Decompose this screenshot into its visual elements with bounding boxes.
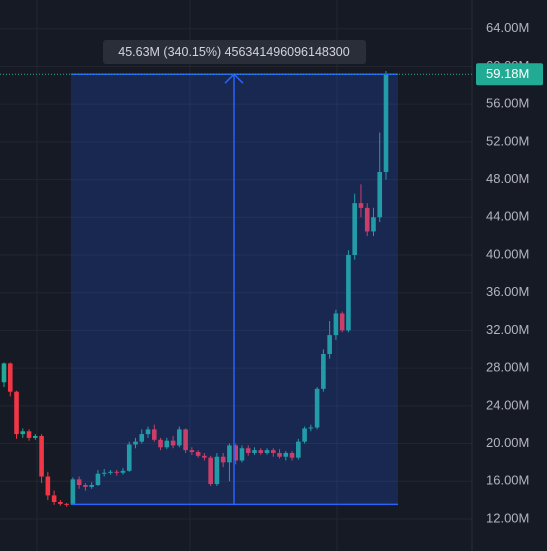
- candle-body: [64, 503, 69, 505]
- candle-body: [114, 471, 120, 473]
- candle-body: [195, 452, 201, 456]
- candle-body: [364, 207, 370, 232]
- candle-body: [183, 429, 188, 451]
- candle-body: [39, 435, 44, 477]
- y-tick-label: 16.00M: [486, 473, 529, 488]
- candle-body: [308, 427, 314, 429]
- candle-body: [126, 444, 132, 471]
- last-price-tag: [476, 63, 543, 86]
- y-tick-label: 56.00M: [486, 96, 529, 111]
- candle-body: [233, 445, 239, 461]
- candle-body: [70, 479, 76, 505]
- candle-body: [270, 450, 276, 453]
- candle-body: [296, 441, 301, 458]
- y-tick-label: 52.00M: [486, 133, 529, 148]
- candle-body: [120, 470, 126, 473]
- y-tick-label: 36.00M: [486, 284, 529, 299]
- price-axis: 12.00M 16.00M 20.00M 24.00M 28.00M 32.00M 36.0…: [476, 20, 543, 525]
- candle-body: [333, 313, 339, 336]
- candle-body: [302, 428, 307, 442]
- measure-label: 45.63M (340.15%) 456341496096148300: [118, 45, 349, 59]
- candle-body: [151, 429, 157, 440]
- candle-body: [26, 431, 32, 438]
- candle-body: [358, 203, 364, 208]
- candle-body: [245, 448, 251, 453]
- candle-body: [258, 450, 264, 453]
- candle-body: [20, 431, 26, 435]
- candle-body: [377, 172, 383, 218]
- candle-body: [352, 203, 357, 255]
- candle-body: [51, 495, 57, 502]
- candle-body: [189, 450, 195, 453]
- candle-body: [45, 476, 51, 496]
- candle-body: [220, 456, 226, 463]
- candle-body: [202, 455, 207, 458]
- candle-body: [95, 473, 101, 486]
- candle-body: [283, 452, 289, 457]
- y-tick-label: 20.00M: [486, 435, 529, 450]
- y-tick-label: 44.00M: [486, 209, 529, 224]
- candle-body: [339, 313, 345, 331]
- candle-body: [108, 471, 113, 473]
- candle-body: [383, 74, 389, 173]
- candle-body: [252, 450, 257, 453]
- candle-body: [14, 391, 19, 435]
- candle-body: [83, 485, 88, 487]
- y-tick-label: 28.00M: [486, 360, 529, 375]
- candle-body: [371, 217, 376, 232]
- candle-body: [346, 254, 351, 331]
- y-tick-label: 48.00M: [486, 171, 529, 186]
- y-tick-label: 12.00M: [486, 510, 529, 525]
- candle-body: [133, 441, 138, 445]
- candle-body: [139, 434, 145, 442]
- grid: [0, 0, 472, 551]
- candle-body: [239, 448, 245, 461]
- measure-tool: 45.63M (340.15%) 456341496096148300: [0, 40, 472, 506]
- candle-body: [214, 456, 220, 485]
- y-tick-label: 40.00M: [486, 246, 529, 261]
- candle-body: [158, 439, 163, 448]
- candle-body: [101, 472, 107, 474]
- candle-body: [277, 452, 282, 457]
- y-tick-label: 32.00M: [486, 322, 529, 337]
- candle-body: [177, 429, 182, 446]
- candle-body: [314, 388, 320, 428]
- y-tick-label: 24.00M: [486, 397, 529, 412]
- measure-label-bg: [103, 40, 366, 64]
- y-tick-label: 64.00M: [486, 20, 529, 35]
- candle-body: [208, 457, 213, 485]
- candle-body: [76, 479, 82, 486]
- candle-body: [58, 501, 63, 504]
- candle-body: [327, 335, 332, 354]
- candle-body: [321, 353, 326, 389]
- candle-body: [264, 450, 270, 453]
- candle-body: [145, 429, 151, 435]
- candle-body: [170, 440, 176, 446]
- candle-body: [89, 485, 94, 487]
- candle-body: [164, 440, 170, 448]
- candle-body: [33, 435, 38, 438]
- candle-body: [7, 363, 13, 392]
- candle-body: [289, 452, 295, 458]
- candle-body: [227, 445, 232, 463]
- candles: [1, 71, 389, 507]
- last-price-label: 59.18M: [486, 66, 529, 81]
- candle-body: [1, 363, 7, 383]
